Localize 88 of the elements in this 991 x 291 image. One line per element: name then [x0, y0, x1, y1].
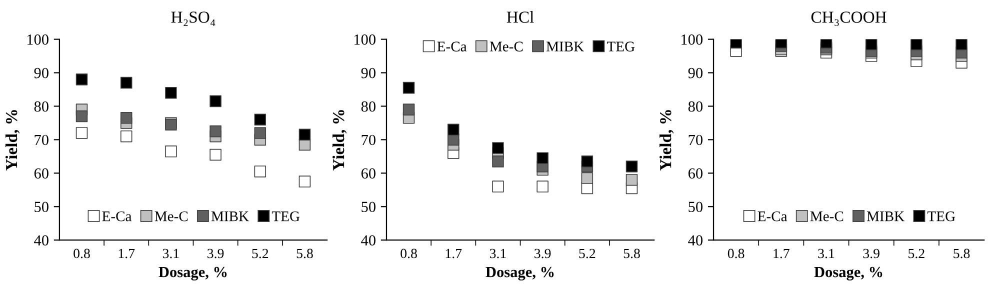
y-tick-label: 70 — [34, 134, 48, 146]
y-tick-label: 40 — [688, 235, 703, 246]
point — [210, 125, 222, 138]
legend-label: TEG — [927, 211, 956, 222]
y-tick-label: 50 — [34, 202, 48, 212]
x-tick-label: 1.7 — [446, 248, 462, 258]
legend-label: MIBK — [866, 212, 904, 222]
y-tick-label: 100 — [354, 34, 376, 45]
chart-title: H₂SO₄ — [171, 12, 216, 26]
y-tick-label: 50 — [362, 202, 376, 212]
y-tick-label: 90 — [688, 68, 703, 78]
y-tick-label: 40 — [34, 235, 48, 246]
legend-label: E-Ca — [102, 211, 132, 222]
point — [492, 156, 504, 168]
point — [210, 95, 222, 108]
point — [298, 176, 311, 188]
point — [536, 180, 548, 192]
point — [447, 124, 460, 136]
legend-label: Me-C — [154, 211, 188, 222]
y-tick-label: 60 — [34, 168, 48, 179]
y-tick-label: 50 — [688, 202, 703, 212]
point — [402, 104, 415, 116]
x-tick-label: 1.7 — [774, 248, 790, 258]
legend-label: Me-C — [490, 42, 523, 52]
x-tick-label: 1.7 — [118, 248, 135, 258]
legend-label: MIBK — [546, 42, 584, 52]
y-tick-label: 70 — [688, 134, 703, 146]
x-tick-label: 3.9 — [863, 248, 880, 258]
point — [120, 112, 132, 124]
legend-label: Me-C — [810, 211, 844, 222]
y-axis-title: Yield, % — [660, 110, 674, 171]
x-tick-label: 3.1 — [818, 248, 834, 258]
x-axis-title: Dosage, % — [158, 266, 227, 280]
y-tick-label: 80 — [361, 101, 376, 112]
x-tick-label: 5.8 — [954, 248, 970, 258]
y-tick-label: 100 — [682, 34, 703, 45]
point — [210, 148, 222, 161]
x-tick-label: 0.8 — [728, 248, 744, 258]
y-tick-label: 90 — [361, 68, 376, 78]
point — [120, 130, 132, 142]
x-axis-title: Dosage, % — [814, 266, 882, 280]
point — [492, 180, 504, 192]
x-tick-label: 5.2 — [252, 248, 268, 258]
point — [120, 76, 132, 89]
y-tick-label: 100 — [27, 34, 48, 45]
x-axis-title: Dosage, % — [486, 266, 554, 280]
y-tick-label: 90 — [34, 68, 48, 78]
point — [626, 160, 638, 172]
x-tick-label: 3.1 — [162, 248, 179, 258]
y-axis-title: Yield, % — [332, 110, 347, 171]
point — [298, 128, 311, 141]
x-tick-label: 0.8 — [74, 248, 90, 258]
point — [581, 172, 594, 184]
point — [165, 86, 177, 99]
point — [581, 156, 594, 168]
y-tick-label: 60 — [688, 168, 703, 179]
x-tick-label: 3.9 — [534, 248, 551, 258]
legend-label: E-Ca — [758, 211, 788, 222]
y-tick-label: 80 — [688, 101, 703, 112]
point — [492, 142, 504, 154]
y-tick-label: 70 — [362, 134, 376, 146]
chart-title: CH₃COOH — [811, 12, 886, 26]
x-tick-label: 5.2 — [579, 248, 596, 258]
point — [76, 74, 88, 86]
legend-label: E-Ca — [437, 42, 467, 52]
point — [76, 110, 88, 122]
point — [626, 174, 638, 186]
x-tick-label: 5.8 — [296, 248, 313, 258]
legend-label: TEG — [272, 211, 300, 222]
x-tick-label: 0.8 — [400, 248, 417, 258]
y-tick-label: 80 — [34, 101, 48, 112]
chart-title: HCl — [506, 11, 534, 23]
legend-label: MIBK — [211, 212, 249, 222]
point — [165, 146, 177, 158]
point — [254, 127, 266, 139]
point — [402, 82, 415, 94]
point — [254, 114, 266, 126]
point — [76, 127, 88, 139]
point — [536, 152, 548, 164]
x-tick-label: 3.9 — [208, 248, 224, 258]
x-tick-label: 5.8 — [624, 248, 640, 258]
point — [254, 166, 266, 178]
y-axis-title: Yield, % — [5, 110, 20, 171]
y-tick-label: 40 — [361, 235, 376, 246]
y-tick-label: 60 — [361, 168, 376, 179]
x-tick-label: 3.1 — [490, 248, 506, 258]
legend-label: TEG — [606, 42, 635, 52]
x-tick-label: 5.2 — [908, 248, 924, 258]
